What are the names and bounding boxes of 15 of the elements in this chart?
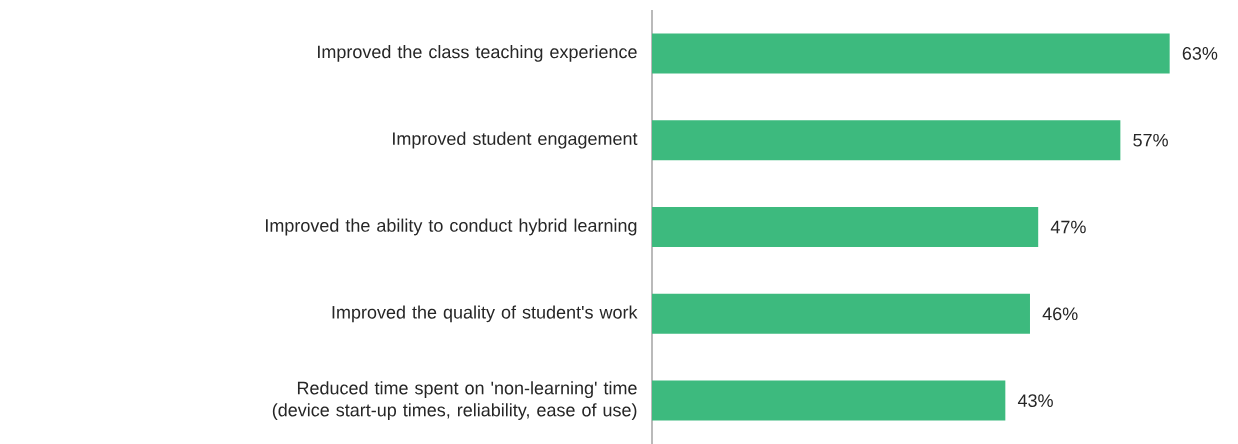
data-label: 43%	[1017, 394, 1053, 407]
data-label: 46%	[1042, 307, 1078, 321]
y-tick-label: Reduced time spent on 'non-learning' time (device start-up times, reliability, ease of use)	[272, 381, 637, 420]
data-label: 47%	[1050, 220, 1086, 234]
y-tick-label: Improved student engagement	[393, 131, 638, 149]
bar	[652, 120, 1121, 161]
bar	[652, 207, 1039, 247]
bar	[652, 380, 1006, 421]
bar	[652, 293, 1030, 334]
y-tick-label: Improved the quality of student's work	[332, 305, 638, 323]
y-tick-label: Improved the class teaching experience	[318, 45, 637, 62]
y-tick-label: Improved the ability to conduct hybrid learning	[266, 218, 637, 236]
bar	[652, 33, 1170, 74]
data-label: 63%	[1182, 47, 1218, 60]
data-label: 57%	[1133, 133, 1168, 147]
